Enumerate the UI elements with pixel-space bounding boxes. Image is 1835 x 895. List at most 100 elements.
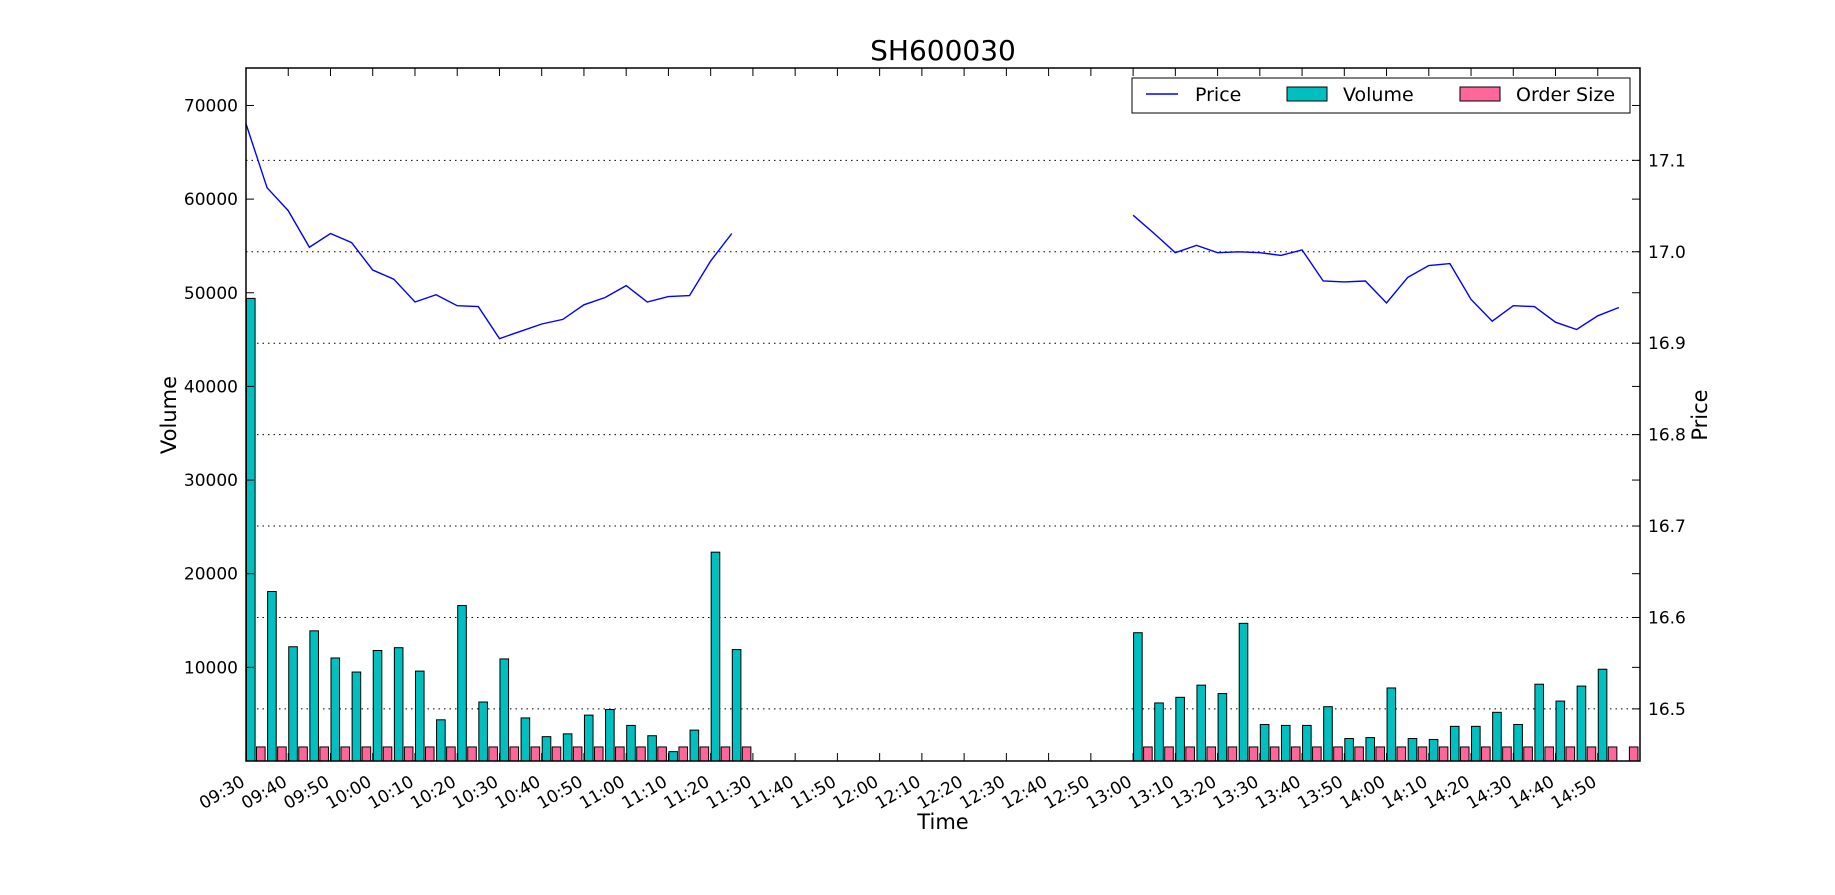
chart-title: SH600030 [870, 34, 1016, 67]
legend-label-price: Price [1195, 84, 1241, 106]
order-size-bar [551, 746, 562, 762]
order-size-bar [657, 746, 667, 762]
volume-bar [267, 590, 277, 762]
volume-bar [689, 729, 700, 762]
volume-bar [605, 708, 615, 762]
plot-frame [245, 67, 1641, 762]
volume-bar [393, 647, 404, 762]
volume-bar [1344, 738, 1354, 762]
volume-bar [1428, 738, 1439, 762]
order-size-bar [1248, 746, 1259, 762]
y2-tick-label: 16.6 [1648, 608, 1686, 628]
x-tick-label: 10:30 [450, 772, 502, 814]
volume-bar [1513, 723, 1523, 762]
order-size-bar [1544, 746, 1554, 762]
x-tick-label: 13:10 [1125, 772, 1177, 814]
order-size-bar [340, 746, 351, 762]
volume-bar [1323, 706, 1333, 762]
x-tick-label: 14:40 [1506, 772, 1558, 814]
x-tick-label: 10:20 [407, 772, 459, 814]
order-size-bar [1375, 746, 1386, 762]
volume-bar [246, 297, 256, 762]
volume-bar [647, 735, 657, 762]
order-size-bar [720, 746, 731, 762]
legend: Price Volume Order Size [1131, 77, 1631, 114]
order-size-bar [467, 746, 477, 762]
x-tick-label: 09:50 [281, 772, 333, 814]
grid-lines [246, 159, 1640, 710]
volume-bar [1133, 632, 1143, 762]
order-size-bar [1607, 746, 1618, 762]
order-size-bar [1396, 746, 1407, 762]
x-tick-label: 11:30 [703, 772, 755, 814]
x-tick-label: 11:50 [787, 772, 839, 814]
order-size-bar [382, 746, 393, 762]
x-tick-label: 11:00 [576, 772, 628, 814]
order-size-bar [1354, 746, 1364, 762]
volume-bar [1365, 737, 1376, 762]
volume-bar [330, 657, 341, 762]
y2-tick-label: 16.9 [1648, 334, 1686, 354]
order-size-bar [615, 746, 625, 762]
x-tick-label: 14:10 [1379, 772, 1431, 814]
order-size-bar [1269, 746, 1280, 762]
x-tick-label: 13:20 [1168, 772, 1220, 814]
y-tick-label: 60000 [184, 190, 238, 210]
order-size-bar [298, 746, 308, 762]
volume-bar [1386, 687, 1397, 762]
y2-tick-label: 16.7 [1648, 517, 1686, 537]
x-tick-label: 11:10 [618, 772, 670, 814]
volume-bar [288, 646, 298, 762]
volume-bar [1492, 711, 1502, 762]
order-size-bar [1481, 746, 1491, 762]
volume-bar [583, 714, 594, 762]
y-tick-label: 70000 [184, 96, 238, 116]
volume-bar [1471, 725, 1481, 762]
volume-bar [1534, 683, 1544, 762]
order-size-bar [678, 746, 689, 762]
volume-bar [499, 658, 510, 762]
legend-label-order-size: Order Size [1516, 84, 1615, 106]
x-tick-label: 12:00 [830, 772, 882, 814]
legend-label-volume: Volume [1343, 84, 1414, 106]
order-size-bar [1523, 746, 1533, 762]
x-tick-label: 13:40 [1252, 772, 1304, 814]
order-size-bar [1586, 746, 1597, 762]
order-size-bar [1565, 746, 1576, 762]
order-size-bar [699, 746, 710, 762]
x-tick-label: 12:30 [956, 772, 1008, 814]
volume-bar [1175, 696, 1185, 762]
y2-tick-label: 16.5 [1648, 700, 1686, 720]
order-size-bar [446, 746, 456, 762]
y2-tick-label: 16.8 [1648, 426, 1686, 446]
volume-bar [436, 719, 446, 762]
y-tick-label: 30000 [184, 471, 238, 491]
volume-bar [1196, 684, 1207, 762]
volume-bar [710, 551, 721, 762]
x-tick-label: 10:00 [323, 772, 375, 814]
price-line-segment [245, 123, 733, 340]
y-tick-label: 20000 [184, 565, 238, 585]
order-size-bar [403, 746, 414, 762]
order-size-bar [361, 746, 372, 762]
volume-bar [1597, 668, 1608, 762]
axes: 10000 20000 30000 40000 50000 60000 70000 16.5 1… [184, 68, 1686, 814]
order-size-bar [277, 746, 287, 762]
x-tick-label: 14:50 [1548, 772, 1600, 814]
volume-bar [1407, 738, 1418, 762]
volume-bar [1280, 724, 1291, 762]
volume-bar [1217, 693, 1228, 762]
y2-axis-title: Price [1688, 389, 1712, 440]
y-tick-label: 10000 [184, 658, 238, 678]
x-tick-label: 11:40 [745, 772, 797, 814]
volume-bar [731, 649, 742, 762]
volume-bar [351, 671, 362, 762]
volume-bar [1154, 702, 1164, 762]
legend-swatch-volume [1286, 86, 1328, 102]
y-axis-title: Volume [157, 376, 181, 454]
order-size-bar [741, 746, 752, 762]
order-size-bar [1502, 746, 1512, 762]
volume-bar [457, 605, 467, 762]
